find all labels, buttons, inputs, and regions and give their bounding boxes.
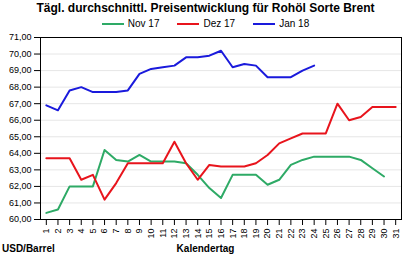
svg-text:19: 19 [251,229,261,239]
svg-text:64,00: 64,00 [9,148,32,158]
svg-text:10: 10 [146,229,156,239]
svg-text:12: 12 [169,229,179,239]
svg-text:22: 22 [286,229,296,239]
html-text:Jan 18: Jan 18 [279,18,310,29]
svg-text:2: 2 [53,229,63,234]
html-text:Tägl. durchschnittl. Preisentw: Tägl. durchschnittl. Preisentwicklung fü… [36,1,375,15]
svg-text:5: 5 [88,229,98,234]
svg-text:7: 7 [111,229,121,234]
svg-text:69,00: 69,00 [9,65,32,75]
svg-text:24: 24 [309,229,319,239]
svg-text:70,00: 70,00 [9,49,32,59]
svg-text:67,00: 67,00 [9,99,32,109]
svg-text:13: 13 [181,229,191,239]
svg-text:21: 21 [274,229,284,239]
html-text:Nov 17: Nov 17 [127,18,160,29]
svg-text:71,00: 71,00 [9,32,32,42]
svg-text:4: 4 [76,229,86,234]
svg-text:28: 28 [356,229,366,239]
svg-text:23: 23 [297,229,307,239]
svg-text:26: 26 [332,229,342,239]
svg-text:9: 9 [134,229,144,234]
html-text:Kalendertag: Kalendertag [176,243,235,254]
svg-text:16: 16 [216,229,226,239]
svg-text:61,00: 61,00 [9,198,32,208]
svg-text:3: 3 [64,229,74,234]
svg-text:11: 11 [158,229,168,238]
html-text:Dez 17: Dez 17 [203,18,236,29]
html-text:USD/Barrel: USD/Barrel [2,243,55,254]
svg-text:1: 1 [41,229,51,234]
svg-text:63,00: 63,00 [9,165,32,175]
svg-text:60,00: 60,00 [9,214,32,224]
svg-text:29: 29 [367,229,377,239]
svg-text:15: 15 [204,229,214,239]
svg-text:62,00: 62,00 [9,181,32,191]
svg-text:6: 6 [99,229,109,234]
svg-text:25: 25 [321,229,331,239]
svg-text:14: 14 [193,229,203,239]
svg-text:65,00: 65,00 [9,132,32,142]
svg-text:31: 31 [391,229,401,239]
svg-text:30: 30 [379,229,389,239]
svg-text:66,00: 66,00 [9,115,32,125]
svg-text:17: 17 [228,229,238,239]
svg-text:20: 20 [262,229,272,239]
svg-text:18: 18 [239,229,249,239]
svg-text:27: 27 [344,229,354,239]
svg-text:8: 8 [123,229,133,234]
svg-text:68,00: 68,00 [9,82,32,92]
